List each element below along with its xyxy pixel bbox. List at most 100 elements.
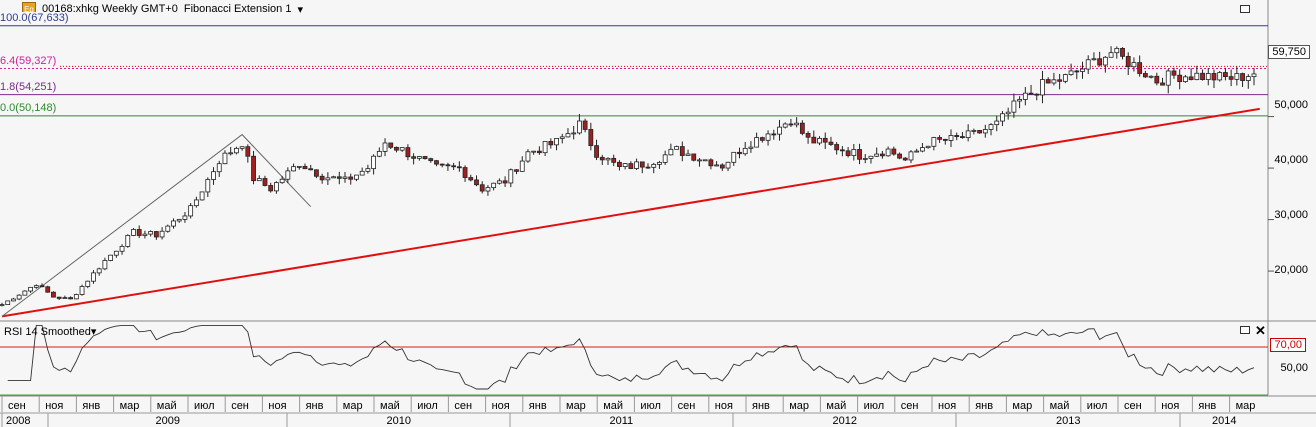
- candle-body: [268, 185, 274, 192]
- candle-body: [376, 151, 382, 157]
- candle-body: [102, 260, 108, 270]
- candle-body: [891, 148, 897, 155]
- candle-body: [474, 179, 479, 186]
- maximize-icon[interactable]: [1240, 326, 1250, 334]
- candle-body: [456, 166, 462, 169]
- rsi-line: [7, 324, 1255, 390]
- fib-level-label: 1.8(54,251): [0, 80, 59, 93]
- candle-body: [731, 151, 737, 163]
- candle-body: [542, 141, 548, 154]
- month-label: мар: [343, 400, 363, 412]
- month-label: май: [826, 400, 846, 412]
- candle-body: [388, 142, 394, 148]
- candles: [0, 46, 1257, 307]
- candle-body: [897, 153, 902, 159]
- candle-body: [428, 158, 434, 162]
- price-panel: [0, 0, 1268, 320]
- candle-body: [519, 160, 525, 172]
- candle-body: [839, 149, 845, 152]
- candle-body: [182, 215, 188, 220]
- candle-body: [439, 163, 445, 166]
- candle-body: [394, 146, 399, 151]
- year-label: 2012: [833, 415, 857, 427]
- candle-body: [211, 171, 216, 180]
- candle-body: [799, 122, 805, 134]
- month-label: июл: [640, 400, 661, 412]
- fib-level-label: 100.0(67,633): [0, 11, 71, 24]
- y-tick-label: 30,000: [1274, 209, 1308, 221]
- candle-body: [599, 156, 605, 161]
- candle-body: [851, 149, 857, 156]
- candle-body: [1040, 79, 1045, 96]
- candle-body: [216, 163, 222, 173]
- candle-body: [0, 304, 5, 306]
- candle-body: [1062, 74, 1068, 82]
- month-label: июл: [194, 400, 215, 412]
- candle-body: [354, 174, 359, 180]
- candle-body: [462, 167, 468, 178]
- candle-body: [628, 163, 634, 169]
- candle-body: [502, 180, 508, 184]
- candle-body: [416, 156, 422, 159]
- year-label: 2008: [6, 415, 30, 427]
- candle-body: [56, 296, 62, 299]
- y-tick-label: 40,000: [1274, 154, 1308, 166]
- month-label: янв: [1198, 400, 1216, 412]
- candle-body: [1205, 73, 1211, 81]
- close-icon[interactable]: ✕: [1255, 323, 1266, 338]
- candle-body: [382, 142, 388, 152]
- candle-body: [445, 164, 451, 167]
- study-label[interactable]: Fibonacci Extension 1: [183, 3, 292, 15]
- candle-body: [131, 229, 136, 236]
- candle-body: [188, 205, 194, 217]
- maximize-icon[interactable]: [1240, 5, 1250, 13]
- symbol-label[interactable]: 00168:xhkg Weekly GMT+0: [42, 3, 178, 15]
- rsi-title[interactable]: RSI 14 Smoothed▾: [4, 326, 97, 338]
- candle-body: [491, 182, 497, 189]
- candle-body: [514, 169, 519, 172]
- candle-body: [1097, 58, 1103, 66]
- candle-body: [582, 120, 588, 130]
- candle-body: [1148, 75, 1154, 78]
- candle-body: [611, 157, 617, 163]
- candle-body: [685, 153, 691, 156]
- candle-body: [679, 146, 685, 156]
- y-tick-label: 50,000: [1274, 99, 1308, 111]
- candle-body: [451, 165, 457, 168]
- candle-body: [697, 159, 702, 162]
- candle-body: [51, 291, 56, 298]
- candle-body: [1080, 68, 1085, 72]
- candle-body: [994, 120, 1000, 126]
- candle-body: [948, 135, 954, 141]
- candle-body: [199, 191, 205, 201]
- candle-body: [342, 176, 348, 179]
- candle-body: [822, 137, 828, 143]
- year-label: 2014: [1212, 415, 1236, 427]
- candle-body: [857, 149, 862, 160]
- month-label: мар: [120, 400, 140, 412]
- candle-body: [348, 176, 354, 180]
- candle-body: [725, 161, 731, 169]
- candle-body: [291, 166, 296, 172]
- candle-body: [359, 170, 365, 176]
- month-label: мар: [1012, 400, 1032, 412]
- candle-body: [805, 133, 811, 138]
- month-label: мар: [566, 400, 586, 412]
- chevron-down-icon[interactable]: ▾: [297, 3, 303, 16]
- candle-body: [925, 145, 931, 149]
- month-label: сен: [8, 400, 26, 412]
- candle-body: [954, 135, 960, 137]
- candle-body: [1154, 75, 1160, 84]
- candle-body: [719, 164, 725, 169]
- candle-body: [1200, 72, 1205, 81]
- grid: [1268, 116, 1274, 272]
- candle-body: [1137, 62, 1143, 74]
- rsi-series: [0, 324, 1268, 396]
- candle-body: [714, 164, 720, 167]
- candle-body: [937, 137, 942, 140]
- candle-body: [142, 233, 148, 236]
- candle-body: [971, 130, 977, 132]
- candle-body: [622, 163, 628, 167]
- candle-body: [96, 268, 102, 274]
